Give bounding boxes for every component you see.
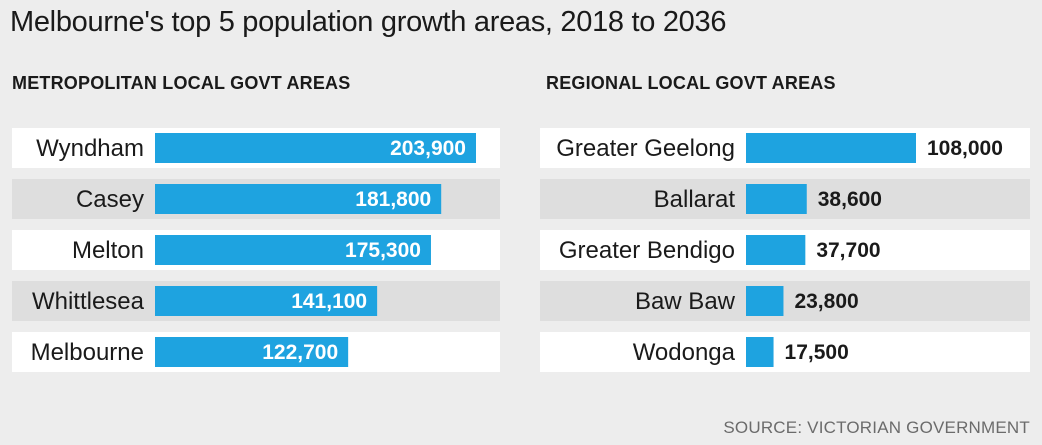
regional-value-label: 17,500 [785,341,849,364]
metro-category-label: Whittlesea [32,288,145,315]
chart-title: Melbourne's top 5 population growth area… [10,6,727,38]
regional-value-label: 23,800 [794,290,858,313]
regional-category-label: Wodonga [633,339,736,366]
regional-bar [746,337,774,367]
regional-panel-heading: REGIONAL LOCAL GOVT AREAS [546,73,836,93]
regional-category-label: Ballarat [654,186,736,213]
regional-row-background [540,332,1030,372]
metro-category-label: Melbourne [31,339,144,366]
regional-row-background [540,281,1030,321]
metro-bar [155,235,431,265]
regional-bar [746,286,784,316]
metro-value-label: 181,800 [355,188,431,211]
regional-bar [746,184,807,214]
regional-value-label: 37,700 [816,239,880,262]
source-note: SOURCE: VICTORIAN GOVERNMENT [723,418,1030,437]
regional-bar [746,235,806,265]
regional-category-label: Greater Bendigo [559,237,735,264]
metro-bar [155,133,476,163]
metro-bar [155,337,349,367]
metro-value-label: 203,900 [390,137,466,160]
metro-category-label: Wyndham [36,135,144,162]
metro-category-label: Casey [76,186,144,213]
regional-bar [746,133,916,163]
metro-category-label: Melton [72,237,144,264]
metro-value-label: 122,700 [262,341,338,364]
metro-value-label: 175,300 [345,239,421,262]
regional-category-label: Baw Baw [635,288,736,315]
metro-bar [155,184,442,214]
regional-value-label: 108,000 [927,137,1003,160]
metro-panel-heading: METROPOLITAN LOCAL GOVT AREAS [12,73,351,93]
regional-category-label: Greater Geelong [556,135,735,162]
metro-value-label: 141,100 [291,290,367,313]
regional-value-label: 38,600 [818,188,882,211]
metro-bar [155,286,378,316]
